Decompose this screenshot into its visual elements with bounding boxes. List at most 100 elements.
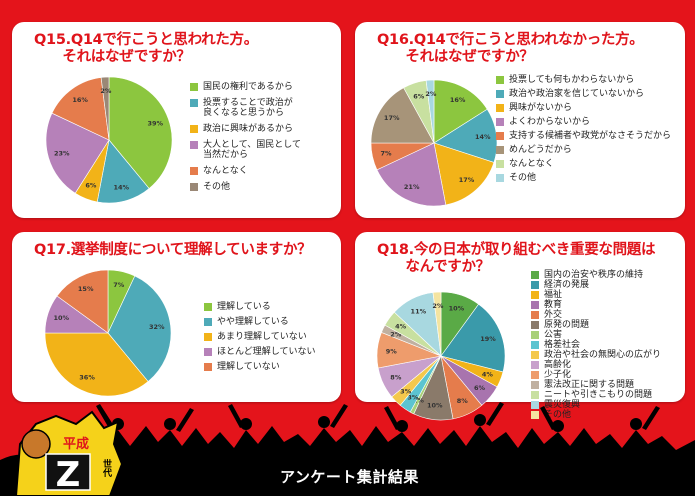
- slice-value-label: 8%: [390, 373, 402, 381]
- legend-item: 国民の権利であるから: [190, 82, 340, 92]
- slice-value-label: 2%: [425, 90, 437, 98]
- slice-value-label: 19%: [480, 335, 496, 343]
- legend-swatch: [204, 348, 212, 356]
- pie-chart-q15: 39% 14% 6% 23% 16% 2%: [45, 76, 173, 204]
- legend-label: その他: [544, 410, 572, 420]
- legend-label: 興味がないから: [509, 103, 573, 113]
- chart-title-q15: Q15.Q14で行こうと思われた方。 それはなぜですか？: [34, 32, 258, 65]
- legend-label: 政治や政治家を信じていないから: [509, 89, 645, 99]
- legend-item: 理解していない: [204, 362, 339, 372]
- slice-value-label: 14%: [113, 184, 129, 192]
- pie-slice: [433, 79, 488, 144]
- legend-label: その他: [203, 182, 231, 192]
- legend-item: 震災復興: [531, 400, 681, 410]
- crowd-silhouette: [0, 402, 695, 496]
- legend-swatch: [190, 141, 198, 149]
- legend-label: 格差社会: [544, 340, 581, 350]
- legend-label: 理解している: [217, 302, 271, 312]
- legend-swatch: [531, 311, 539, 319]
- legend-item: 原発の問題: [531, 320, 681, 330]
- slice-value-label: 1%: [413, 396, 425, 404]
- badge-top-text: 平成: [63, 436, 89, 452]
- legend-swatch: [531, 291, 539, 299]
- slice-value-label: 17%: [384, 114, 400, 122]
- legend-item: 高齢化: [531, 360, 681, 370]
- panel-q16: Q16.Q14で行こうと思われなかった方。 それはなぜですか？ 16% 14% 17…: [355, 22, 685, 218]
- legend-q17: 理解している やや理解している あまり理解していない ほとんど理解していない 理解してい…: [204, 302, 339, 377]
- pie-chart-q16: 16% 14% 17% 21% 7% 17% 6% 2%: [370, 79, 498, 207]
- legend-item: 教育: [531, 300, 681, 310]
- legend-swatch: [531, 301, 539, 309]
- slice-value-label: 17%: [459, 176, 475, 184]
- legend-swatch: [531, 361, 539, 369]
- legend-label: 外交: [544, 310, 563, 320]
- slice-value-label: 15%: [78, 285, 94, 293]
- slice-value-label: 4%: [482, 370, 494, 378]
- legend-label: 震災復興: [544, 400, 581, 410]
- panel-q17: Q17.選挙制度について理解していますか？ 7% 32% 36% 10% 15% 理解し…: [12, 232, 341, 402]
- legend-swatch: [531, 391, 539, 399]
- pie-slice: [44, 332, 149, 397]
- panel-q15: Q15.Q14で行こうと思われた方。 それはなぜですか？ 39% 14% 6% 23%…: [12, 22, 341, 218]
- slice-value-label: 10%: [427, 402, 443, 410]
- legend-swatch: [204, 363, 212, 371]
- legend-swatch: [190, 99, 198, 107]
- legend-label: めんどうだから: [509, 145, 572, 155]
- legend-swatch: [531, 411, 539, 419]
- legend-item: その他: [531, 410, 681, 420]
- legend-label: 政治や社会の無関心の広がり: [544, 350, 662, 360]
- legend-swatch: [190, 83, 198, 91]
- slice-value-label: 11%: [411, 308, 427, 316]
- panel-q18: Q18.今の日本が取り組むべき重要な問題は なんですか？ 10% 19% 4% 6% 8…: [355, 232, 685, 421]
- legend-item: その他: [190, 182, 340, 192]
- slice-value-label: 39%: [147, 119, 163, 127]
- legend-swatch: [531, 371, 539, 379]
- legend-item: 国内の治安や秩序の維持: [531, 270, 681, 280]
- legend-label: 大人として、国民として 当然だから: [203, 140, 302, 160]
- pie-slice: [108, 76, 173, 189]
- chart-title-q18: Q18.今の日本が取り組むべき重要な問題は なんですか？: [377, 242, 656, 275]
- pie-slice: [56, 269, 109, 334]
- legend-label: 憲法改正に関する問題: [544, 380, 635, 390]
- legend-label: よくわからないから: [509, 117, 591, 127]
- legend-label: 投票することで政治が 良くなると思うから: [203, 98, 293, 118]
- legend-label: なんとなく: [509, 159, 554, 169]
- legend-item: 格差社会: [531, 340, 681, 350]
- badge-side-text: 世代: [101, 458, 113, 478]
- legend-item: やや理解している: [204, 317, 339, 327]
- slice-value-label: 16%: [450, 96, 466, 104]
- legend-item: なんとなく: [496, 159, 681, 169]
- legend-q18: 国内の治安や秩序の維持 経済の発展 福祉 教育 外交 原発の問題 公害 格差社会 政治や社会の無…: [531, 270, 681, 420]
- pie-slice: [51, 77, 110, 141]
- legend-label: 国民の権利であるから: [203, 82, 293, 92]
- legend-item: 大人として、国民として 当然だから: [190, 140, 340, 160]
- legend-item: 興味がないから: [496, 103, 681, 113]
- legend-label: 理解していない: [217, 362, 280, 372]
- legend-label: 経済の発展: [544, 280, 590, 290]
- slice-value-label: 7%: [381, 150, 393, 158]
- pie-slice: [96, 139, 150, 204]
- slice-value-label: 4%: [395, 323, 407, 331]
- legend-item: 政治や政治家を信じていないから: [496, 89, 681, 99]
- legend-swatch: [531, 401, 539, 409]
- legend-swatch: [496, 132, 504, 140]
- legend-swatch: [190, 167, 198, 175]
- slice-value-label: 6%: [85, 182, 97, 190]
- slice-value-label: 10%: [53, 314, 69, 322]
- legend-item: 経済の発展: [531, 280, 681, 290]
- legend-label: 原発の問題: [544, 320, 590, 330]
- legend-swatch: [204, 303, 212, 311]
- slice-value-label: 3%: [400, 387, 412, 395]
- slice-value-label: 36%: [79, 373, 95, 381]
- legend-label: ほとんど理解していない: [217, 347, 316, 357]
- legend-label: 少子化: [544, 370, 572, 380]
- legend-item: 憲法改正に関する問題: [531, 380, 681, 390]
- slice-value-label: 7%: [113, 281, 125, 289]
- legend-item: めんどうだから: [496, 145, 681, 155]
- legend-swatch: [496, 146, 504, 154]
- legend-swatch: [496, 160, 504, 168]
- legend-label: 教育: [544, 300, 563, 310]
- legend-item: ほとんど理解していない: [204, 347, 339, 357]
- slice-value-label: 21%: [404, 183, 420, 191]
- slice-value-label: 9%: [386, 347, 398, 355]
